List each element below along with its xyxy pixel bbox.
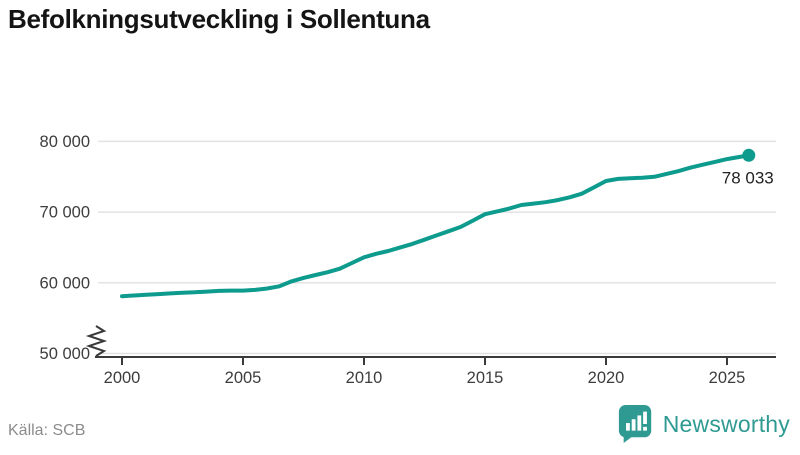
x-tick-label: 2005 xyxy=(225,369,262,387)
x-tick-label: 2025 xyxy=(709,369,746,387)
y-axis-break-icon xyxy=(85,325,108,357)
bar-chart-speech-bubble-icon xyxy=(618,405,651,443)
y-tick-label: 80 000 xyxy=(40,133,90,151)
x-tick-label: 2000 xyxy=(104,369,141,387)
source-note: Källa: SCB xyxy=(8,422,86,439)
x-tick-label: 2010 xyxy=(346,369,383,387)
chart-title: Befolkningsutveckling i Sollentuna xyxy=(8,4,430,34)
population-line xyxy=(120,153,751,299)
newsworthy-logo: Newsworthy xyxy=(617,404,790,444)
x-tick-label: 2020 xyxy=(588,369,625,387)
x-tick-label: 2015 xyxy=(467,369,504,387)
newsworthy-wordmark: Newsworthy xyxy=(662,410,790,437)
y-tick-label: 50 000 xyxy=(40,345,90,363)
y-tick-label: 60 000 xyxy=(40,274,90,292)
y-tick-label: 70 000 xyxy=(40,204,90,222)
end-value-label: 78 033 xyxy=(722,168,774,187)
end-point-dot xyxy=(742,148,756,162)
